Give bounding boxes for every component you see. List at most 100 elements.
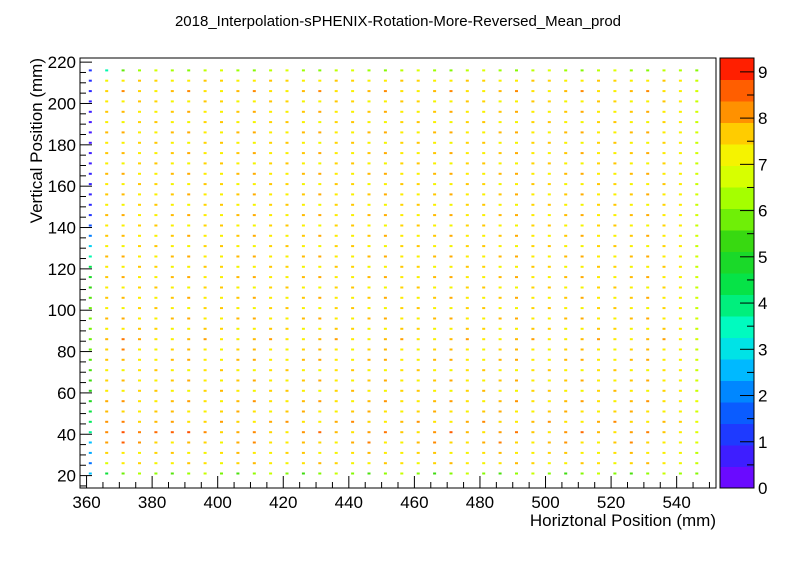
heatmap-cell <box>252 441 256 444</box>
heatmap-cell <box>400 162 404 165</box>
heatmap-cell <box>252 90 256 93</box>
heatmap-cell <box>351 317 355 320</box>
heatmap-cell <box>416 410 420 413</box>
palette-band <box>720 380 754 403</box>
heatmap-cell <box>383 286 387 289</box>
heatmap-cell <box>597 389 600 392</box>
heatmap-cell <box>465 296 469 299</box>
heatmap-cell <box>383 451 387 454</box>
heatmap-cell <box>449 162 453 165</box>
heatmap-cell <box>433 152 437 155</box>
heatmap-cell <box>269 338 273 341</box>
heatmap-cell <box>105 286 109 289</box>
x-tick-label: 480 <box>466 493 494 512</box>
heatmap-cell <box>203 296 207 299</box>
heatmap-cell <box>465 410 469 413</box>
heatmap-cell <box>269 389 273 392</box>
heatmap-cell <box>564 431 568 434</box>
heatmap-cell <box>203 400 207 403</box>
heatmap-cell <box>383 172 387 175</box>
heatmap-cell <box>531 472 535 475</box>
heatmap-cell <box>465 420 469 423</box>
heatmap-cell <box>580 400 584 403</box>
heatmap-cell <box>400 214 404 217</box>
heatmap-cell <box>580 317 584 320</box>
heatmap-cell <box>629 472 633 475</box>
heatmap-cell <box>613 193 617 196</box>
heatmap-cell <box>678 203 682 206</box>
heatmap-cell <box>269 69 273 72</box>
heatmap-cell <box>138 431 141 434</box>
heatmap-cell <box>367 79 371 82</box>
heatmap-cell <box>285 69 289 72</box>
heatmap-cell <box>383 90 387 93</box>
heatmap-cell <box>613 472 617 475</box>
heatmap-cell <box>138 203 141 206</box>
heatmap-cell <box>515 90 518 93</box>
heatmap-cell <box>301 441 305 444</box>
heatmap-cell <box>170 265 174 268</box>
heatmap-cell <box>678 121 682 124</box>
heatmap-cell <box>597 327 600 330</box>
heatmap-cell <box>400 193 404 196</box>
heatmap-cell <box>498 358 502 361</box>
heatmap-cell <box>220 400 223 403</box>
heatmap-cell <box>695 110 699 113</box>
heatmap-cell <box>105 451 109 454</box>
heatmap-cell <box>187 193 191 196</box>
heatmap-cell <box>564 245 568 248</box>
heatmap-cell <box>285 141 289 144</box>
heatmap-cell <box>613 100 617 103</box>
heatmap-cell <box>154 234 158 237</box>
heatmap-cell <box>187 462 191 465</box>
heatmap-cell <box>269 317 273 320</box>
heatmap-cell <box>318 317 322 320</box>
heatmap-cell <box>170 131 174 134</box>
heatmap-cell <box>105 162 109 165</box>
heatmap-cell <box>580 472 584 475</box>
heatmap-cell <box>695 400 699 403</box>
heatmap-cell <box>629 203 633 206</box>
heatmap-cell <box>482 183 486 186</box>
heatmap-cell <box>564 410 568 413</box>
heatmap-cell <box>170 462 174 465</box>
heatmap-cell <box>629 100 633 103</box>
heatmap-cell <box>318 286 322 289</box>
heatmap-cell <box>334 327 338 330</box>
heatmap-cell <box>629 389 633 392</box>
heatmap-cell <box>613 462 617 465</box>
heatmap-cell <box>105 462 109 465</box>
heatmap-cell <box>498 296 502 299</box>
heatmap-cell <box>301 379 305 382</box>
heatmap-cell <box>285 389 289 392</box>
heatmap-cell <box>187 400 191 403</box>
heatmap-cell <box>465 307 469 310</box>
heatmap-cell <box>580 110 584 113</box>
heatmap-cell <box>383 141 387 144</box>
heatmap-cell <box>351 214 355 217</box>
heatmap-cell <box>252 379 256 382</box>
heatmap-cell <box>351 338 355 341</box>
heatmap-cell <box>531 183 535 186</box>
heatmap-cell <box>105 183 109 186</box>
heatmap-cell <box>449 389 453 392</box>
heatmap-cell <box>597 379 600 382</box>
heatmap-cell <box>105 172 109 175</box>
heatmap-cell <box>400 451 404 454</box>
heatmap-cell <box>449 234 453 237</box>
heatmap-cell <box>613 327 617 330</box>
heatmap-cell <box>121 431 125 434</box>
heatmap-cell <box>678 152 682 155</box>
heatmap-cell <box>383 400 387 403</box>
heatmap-cell <box>465 90 469 93</box>
heatmap-cell <box>138 410 141 413</box>
heatmap-cell <box>351 358 355 361</box>
palette-band <box>720 144 754 166</box>
heatmap-cell <box>154 193 158 196</box>
heatmap-cell <box>285 420 289 423</box>
heatmap-cell <box>334 162 338 165</box>
heatmap-cell <box>187 307 191 310</box>
heatmap-cell <box>383 379 387 382</box>
heatmap-cell <box>318 183 322 186</box>
heatmap-cell <box>465 472 469 475</box>
